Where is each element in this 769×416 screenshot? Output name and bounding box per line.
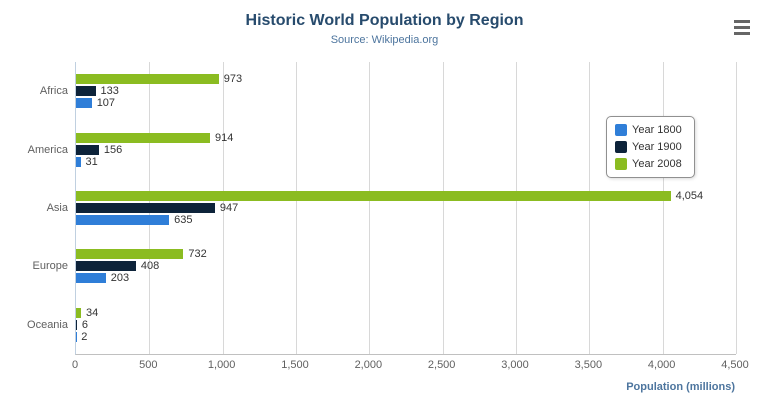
gridline (589, 62, 591, 354)
bar-value-label: 914 (215, 131, 234, 144)
gridline (442, 62, 444, 354)
category-label-africa: Africa (39, 85, 68, 98)
plot-area: 973 133 107 914 156 31 4,054 947 635 732 408 203 34 6… (75, 62, 737, 355)
legend-swatch-icon (615, 158, 627, 170)
legend-item-year-1800[interactable]: Year 1800 (615, 124, 682, 136)
bar-america-year-1800[interactable] (76, 156, 81, 167)
xaxis-tick-label: 2,500 (427, 359, 456, 371)
bar-value-label: 133 (100, 85, 119, 98)
category-row: 973 133 107 (76, 62, 736, 120)
bar-value-label: 31 (85, 155, 98, 168)
bar-value-label: 4,054 (675, 189, 704, 202)
bar-america-year-2008[interactable] (76, 132, 211, 143)
legend-item-year-1900[interactable]: Year 1900 (615, 141, 682, 153)
bar-value-label: 2 (81, 330, 88, 343)
bar-row: 133 (76, 85, 736, 98)
bar-row: 408 (76, 260, 736, 273)
bar-row: 107 (76, 97, 736, 110)
gridline (369, 62, 371, 354)
category-label-america: America (27, 143, 68, 156)
gridline (736, 62, 737, 354)
bar-value-label: 635 (174, 213, 193, 226)
xaxis-tick-label: 2,000 (354, 359, 383, 371)
bar-row: 156 (76, 143, 736, 156)
bar-value-label: 947 (219, 201, 239, 214)
legend-label: Year 1900 (632, 141, 682, 153)
xaxis-tick-label: 3,500 (574, 359, 603, 371)
bar-value-label: 408 (140, 260, 160, 273)
bar-europe-year-1800[interactable] (76, 273, 106, 284)
legend: Year 1800 Year 1900 Year 2008 (606, 116, 695, 178)
bar-oceania-year-2008[interactable] (76, 307, 81, 318)
bar-row: 6 (76, 318, 736, 331)
bar-value-label: 156 (103, 143, 123, 156)
bar-row: 4,054 (76, 189, 736, 202)
bar-africa-year-1900[interactable] (76, 86, 96, 97)
bar-row: 34 (76, 306, 736, 319)
gridline (222, 62, 224, 354)
category-label-asia: Asia (46, 202, 68, 214)
bar-value-label: 34 (85, 306, 99, 319)
legend-label: Year 2008 (632, 158, 682, 170)
bar-europe-year-1900[interactable] (76, 261, 136, 272)
yaxis-category-labels: Africa America Asia Europe Oceania (0, 62, 68, 354)
bar-row: 914 (76, 131, 736, 144)
xaxis-tick-label: 4,500 (721, 359, 749, 371)
category-row: 34 6 2 (76, 296, 736, 354)
bar-row: 947 (76, 201, 736, 214)
bar-america-year-1900[interactable] (76, 144, 99, 155)
chart-title: Historic World Population by Region (245, 12, 524, 29)
bar-oceania-year-1900[interactable] (76, 319, 77, 330)
category-label-europe: Europe (32, 260, 68, 273)
bar-europe-year-2008[interactable] (76, 249, 184, 260)
bar-row: 2 (76, 330, 736, 343)
hamburger-icon (734, 19, 750, 23)
bar-asia-year-2008[interactable] (76, 190, 671, 201)
category-row: 914 156 31 (76, 120, 736, 178)
export-menu-button[interactable] (729, 16, 755, 38)
category-row: 4,054 947 635 (76, 179, 736, 237)
hamburger-icon (734, 31, 750, 35)
bar-row: 635 (76, 213, 736, 226)
xaxis-title: Population (millions) (626, 381, 735, 393)
xaxis-tick-label: 4,000 (647, 359, 676, 371)
xaxis-tick-label: 500 (139, 359, 158, 371)
xaxis-tick-label: 1,500 (281, 359, 309, 371)
bar-row: 973 (76, 73, 736, 86)
bar-africa-year-2008[interactable] (76, 74, 219, 85)
category-label-oceania: Oceania (27, 318, 68, 331)
legend-label: Year 1800 (632, 124, 682, 136)
bar-row: 732 (76, 248, 736, 261)
bar-value-label: 973 (223, 73, 243, 86)
category-row: 732 408 203 (76, 237, 736, 295)
hamburger-icon (734, 25, 750, 29)
legend-item-year-2008[interactable]: Year 2008 (615, 158, 682, 170)
bar-row: 31 (76, 155, 736, 168)
xaxis-tick-label: 3,000 (501, 359, 529, 371)
xaxis-tick-label: 1,000 (207, 359, 236, 371)
gridline (296, 62, 297, 354)
gridline (662, 62, 664, 354)
bar-row: 203 (76, 272, 736, 285)
xaxis-tick-label: 0 (71, 359, 79, 371)
bar-value-label: 203 (110, 272, 130, 285)
bar-value-label: 732 (188, 248, 207, 261)
bar-asia-year-1800[interactable] (76, 214, 170, 225)
xaxis-tick-labels: 0 500 1,000 1,500 2,000 2,500 3,000 3,500 4,000 4… (71, 359, 749, 373)
gridline (516, 62, 517, 354)
bar-asia-year-1900[interactable] (76, 202, 215, 213)
bar-africa-year-1800[interactable] (76, 98, 92, 109)
legend-swatch-icon (615, 124, 627, 136)
bar-value-label: 107 (96, 97, 116, 110)
chart-subtitle: Source: Wikipedia.org (330, 34, 439, 46)
bar-value-label: 6 (81, 318, 88, 331)
legend-swatch-icon (615, 141, 627, 153)
